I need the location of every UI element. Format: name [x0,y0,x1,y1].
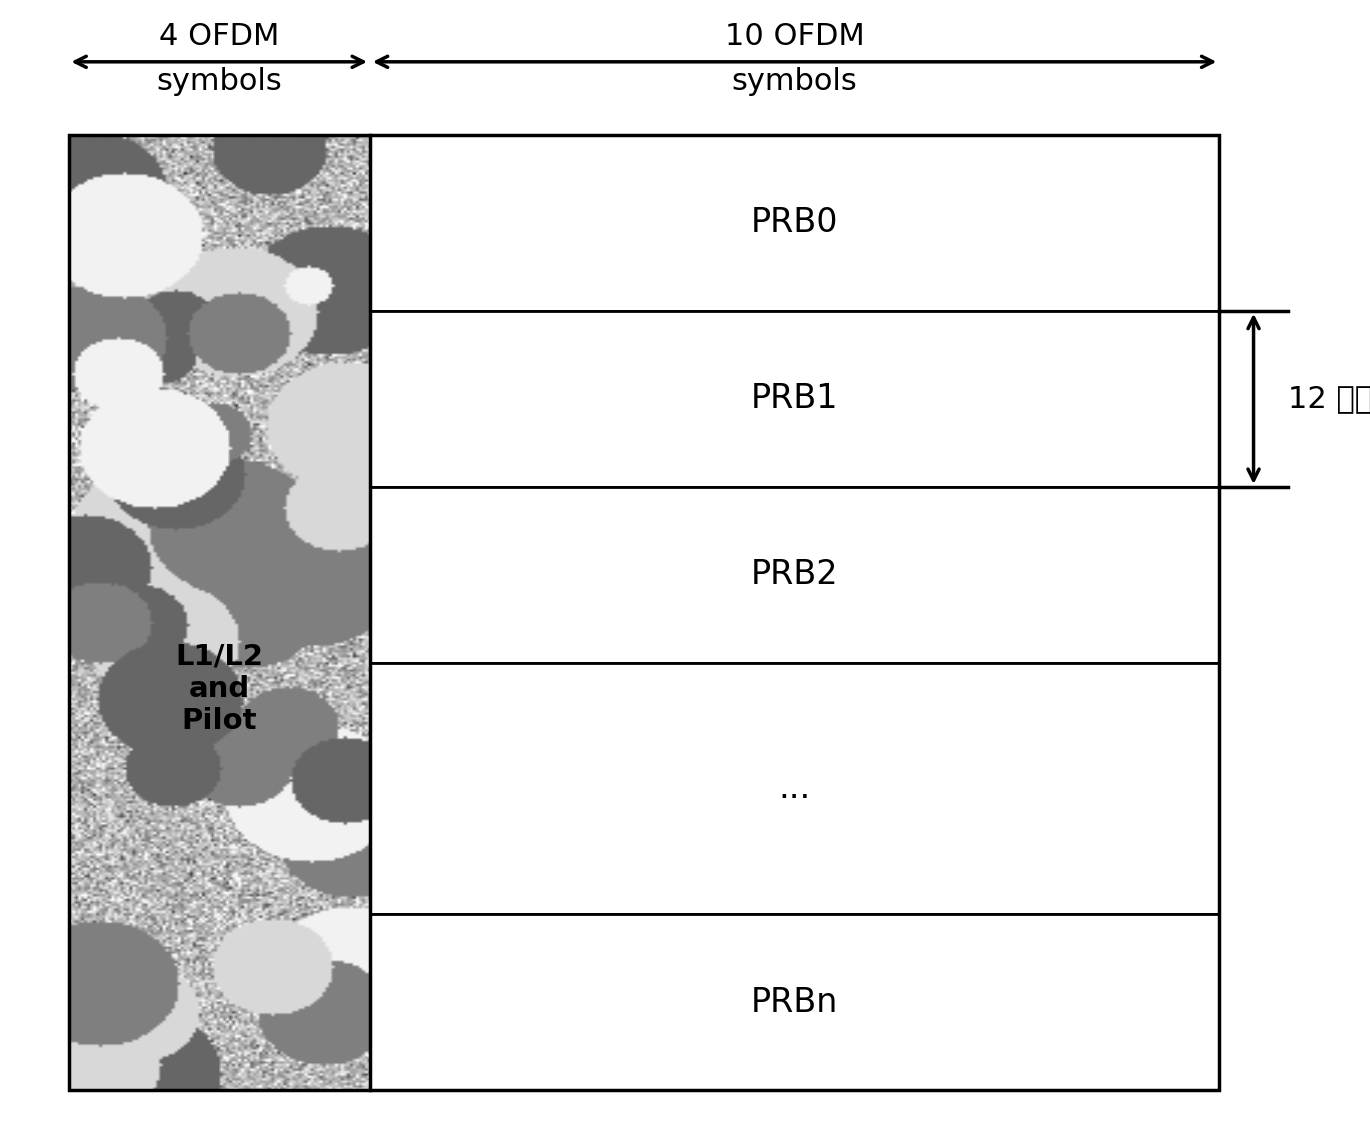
Text: symbols: symbols [156,67,282,97]
Text: ...: ... [778,772,811,805]
Text: PRB2: PRB2 [751,559,838,591]
Bar [370,914,1219,1090]
Text: PRB1: PRB1 [751,382,838,416]
Bar [68,135,1219,1090]
Bar [370,311,1219,487]
Bar [68,135,370,1090]
Text: 4 OFDM: 4 OFDM [159,21,279,51]
Text: PRBn: PRBn [751,986,838,1018]
Bar [370,487,1219,663]
Text: symbols: symbols [732,67,858,97]
Text: 10 OFDM: 10 OFDM [725,21,864,51]
Bar [370,135,1219,311]
Text: PRB0: PRB0 [751,207,838,239]
Bar [370,663,1219,914]
Text: 12 子载波/PRB: 12 子载波/PRB [1288,384,1370,414]
Text: L1/L2
and
Pilot: L1/L2 and Pilot [175,643,263,735]
